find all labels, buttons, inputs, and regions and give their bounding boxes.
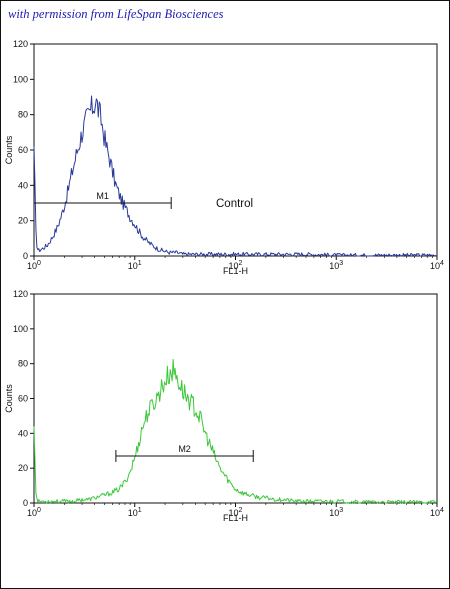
x-tick-label: 104 [430,260,444,271]
x-tick-exponent: 3 [339,507,343,514]
x-tick-exponent: 2 [239,260,243,267]
y-tick-label: 100 [13,324,28,334]
marker-label: M1 [96,191,109,201]
x-tick-label: 102 [229,507,243,518]
x-tick-label: 101 [128,260,142,271]
y-tick-label: 120 [13,289,28,299]
y-tick-label: 120 [13,39,28,49]
y-axis-title: Counts [4,384,14,413]
y-tick-label: 60 [18,145,28,155]
histogram-series [33,358,438,504]
plot-frame [33,43,438,257]
x-tick-exponent: 4 [440,260,444,267]
x-tick-exponent: 4 [440,507,444,514]
y-tick-label: 60 [18,394,28,404]
y-tick-label: 20 [18,463,28,473]
x-tick-exponent: 0 [37,507,41,514]
x-tick-label: 103 [329,260,343,271]
x-tick-exponent: 3 [339,260,343,267]
x-tick-label: 100 [27,507,41,518]
y-tick-label: 40 [18,180,28,190]
x-tick-exponent: 0 [37,260,41,267]
y-tick-label: 20 [18,216,28,226]
plot-frame [33,293,438,504]
y-tick-label: 80 [18,359,28,369]
x-tick-exponent: 1 [138,260,142,267]
y-tick-label: 80 [18,110,28,120]
x-tick-label: 102 [229,260,243,271]
x-tick-label: 103 [329,507,343,518]
x-tick-exponent: 2 [239,507,243,514]
x-tick-label: 101 [128,507,142,518]
credit-text: with permission from LifeSpan Bioscience… [8,7,224,21]
x-tick-exponent: 1 [138,507,142,514]
x-tick-label: 104 [430,507,444,518]
x-axis-title: FL1-H [223,513,248,523]
x-axis-title: FL1-H [223,266,248,276]
annotation-label: Control [216,198,253,210]
y-tick-label: 40 [18,428,28,438]
y-tick-label: 100 [13,74,28,84]
histogram-series [33,95,438,257]
marker-label: M2 [178,444,191,454]
y-tick-label: 0 [23,498,28,508]
x-tick-label: 100 [27,260,41,271]
y-tick-label: 0 [23,251,28,261]
y-axis-title: Counts [4,135,14,164]
